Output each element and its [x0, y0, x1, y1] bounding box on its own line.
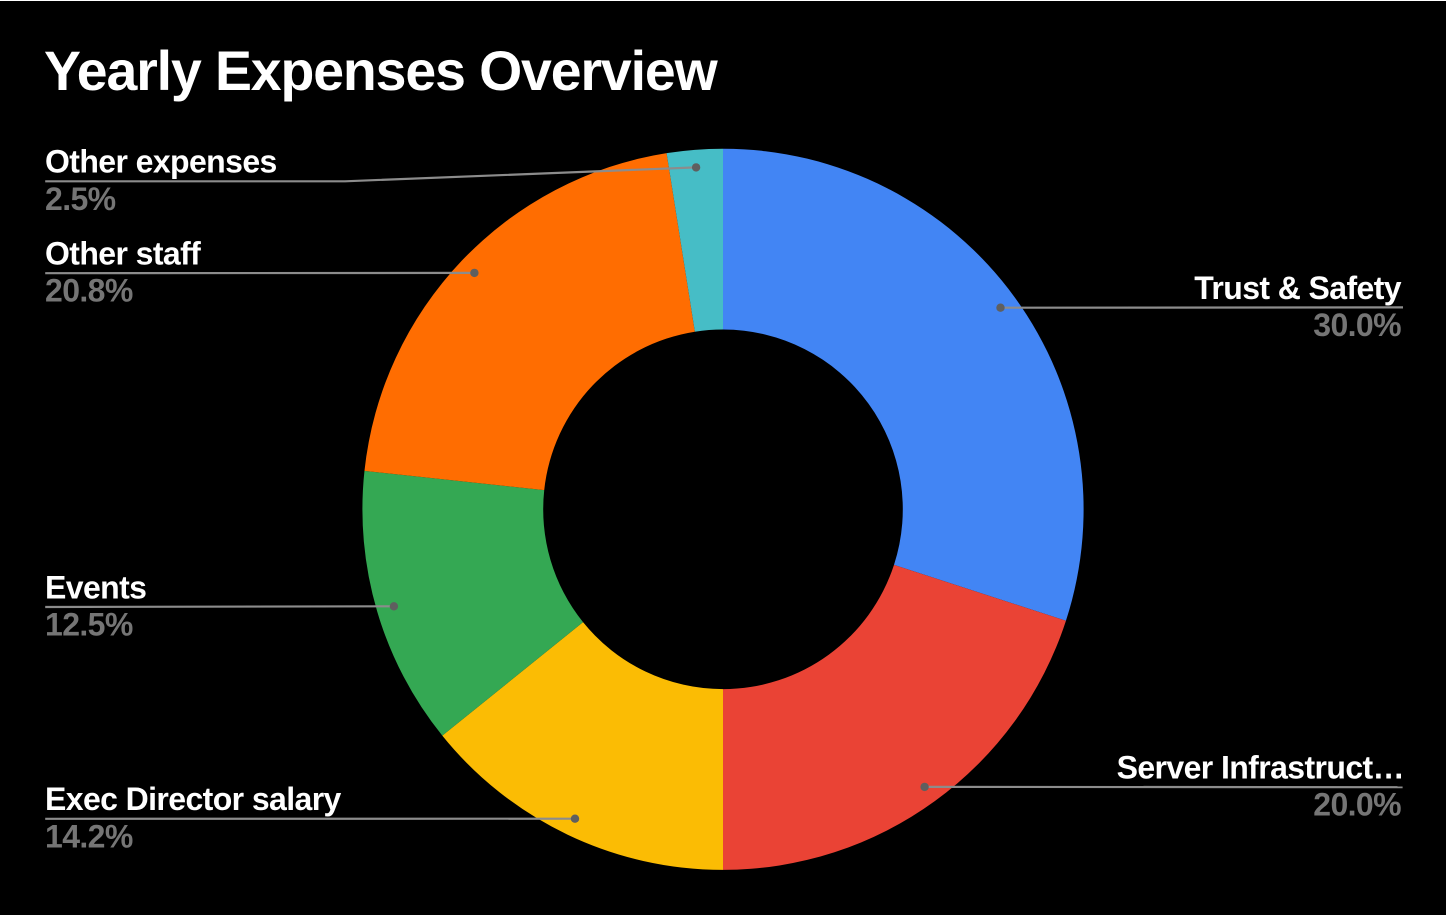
svg-text:Other expenses: Other expenses: [45, 144, 277, 180]
svg-text:Server Infrastruct…: Server Infrastruct…: [1117, 750, 1404, 786]
svg-text:Events: Events: [45, 570, 146, 606]
svg-text:12.5%: 12.5%: [45, 607, 133, 643]
svg-text:Other staff: Other staff: [45, 236, 201, 272]
svg-text:30.0%: 30.0%: [1313, 307, 1401, 343]
svg-text:Yearly Expenses Overview: Yearly Expenses Overview: [44, 40, 719, 102]
svg-text:20.0%: 20.0%: [1313, 787, 1401, 823]
svg-text:2.5%: 2.5%: [45, 181, 116, 217]
svg-text:14.2%: 14.2%: [45, 818, 133, 854]
svg-text:Trust & Safety: Trust & Safety: [1194, 270, 1402, 306]
svg-text:20.8%: 20.8%: [45, 273, 133, 309]
svg-text:Exec Director salary: Exec Director salary: [45, 781, 342, 817]
